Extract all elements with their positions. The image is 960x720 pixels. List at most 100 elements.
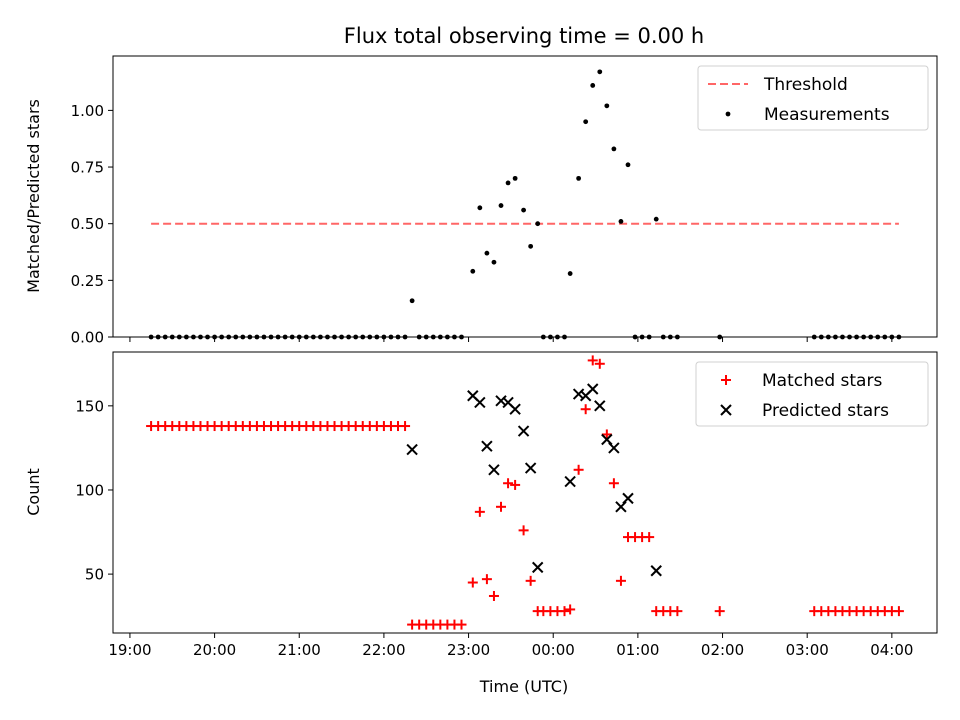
measurement-point [562,334,567,340]
measurement-point [833,334,838,340]
matched-star-point [559,606,570,617]
measurement-point [226,334,232,340]
matched-star-point [510,479,521,490]
measurement-point [667,334,673,340]
predicted-star-point [517,425,530,437]
matched-star-point [644,532,655,543]
measurement-point [611,146,617,152]
predicted-star-point [650,565,662,577]
legend-label: Matched stars [762,371,882,391]
matched-star-point [580,404,591,415]
measurement-point [625,162,631,168]
top-panel-ylabel: Matched/Predicted stars [24,99,43,293]
legend-matched-swatch [721,375,731,385]
measurement-point [374,334,380,340]
measurement-point [254,334,260,340]
measurement-point [660,334,666,340]
x-tick-label: 04:00 [870,641,913,659]
measurement-point [409,298,415,304]
legend-label: Predicted stars [762,401,889,421]
matched-star-point [503,478,514,489]
measurement-point [512,175,518,181]
measurement-point [632,334,638,340]
x-axis-label: Time (UTC) [479,677,568,696]
measurement-point [555,334,560,340]
measurement-point [318,334,323,340]
bottom-y-tick-label: 150 [75,397,104,415]
measurement-point [646,334,652,340]
top-y-tick-label: 0.25 [71,272,104,290]
measurement-point [528,243,534,249]
measurement-point [597,69,603,75]
x-tick-label: 21:00 [278,641,321,659]
predicted-star-point [524,462,537,474]
measurement-point [381,334,387,340]
measurement-point [325,334,330,340]
measurement-point [155,334,161,340]
measurement-point [477,205,483,211]
top-y-tick-label: 0.50 [71,215,104,233]
top-y-tick-label: 1.00 [71,102,104,120]
measurement-point [303,334,309,340]
measurement-point [674,334,680,340]
measurement-point [861,334,867,340]
legend-label: Measurements [764,105,890,125]
measurement-point [360,334,366,340]
measurement-point [191,334,196,340]
predicted-star-point [622,492,634,505]
top-y-tick-label: 0.75 [71,159,104,177]
measurement-point [604,103,610,109]
top-legend-box [697,65,929,131]
matched-star-point [608,478,619,489]
measurement-point [854,334,859,340]
measurement-point [198,334,203,340]
bottom-y-tick-label: 50 [85,566,104,584]
predicted-star-point [509,403,521,415]
measurement-point [402,334,408,340]
measurement-point [882,334,888,340]
measurement-point [430,334,436,340]
top-legend: Threshold Measurements [697,65,929,131]
x-tick-label: 03:00 [786,641,829,659]
chart-title: Flux total observing time = 0.00 h [344,24,704,48]
measurement-point [162,334,168,340]
measurement-point [296,334,302,340]
measurement-point [310,334,316,340]
matched-star-point [474,506,485,517]
x-tick-label: 20:00 [193,641,236,659]
matched-star-point [672,606,683,617]
matched-star-point [467,577,478,588]
measurement-point [470,268,476,274]
measurement-point [618,219,624,224]
x-tick-label: 00:00 [532,641,575,659]
measurement-point [717,334,723,340]
measurement-point [868,334,874,340]
legend-measurements-swatch [725,111,731,117]
measurement-point [268,334,274,340]
predicted-star-point [474,396,486,409]
measurement-point [825,334,831,340]
measurement-point [590,83,596,88]
measurement-point [567,271,573,276]
measurement-point [452,334,457,340]
measurement-point [484,250,490,256]
matched-star-point [525,575,536,586]
measurement-point [653,216,659,222]
x-tick-label: 23:00 [447,641,490,659]
matched-star-point [456,619,467,630]
matched-star-point [481,574,492,585]
measurement-point [811,334,817,340]
bottom-y-tick-label: 100 [75,481,104,499]
measurement-point [176,334,182,340]
measurement-point [353,334,359,340]
measurement-point [148,334,154,340]
measurement-point [289,334,295,340]
matched-star-point [587,355,598,366]
measurement-point [233,334,239,340]
bottom-legend-box [695,361,929,427]
measurement-point [395,334,401,340]
measurement-point [459,334,464,340]
measurement-point [444,334,450,340]
matched-star-point [573,464,584,475]
matched-star-point [488,590,499,601]
